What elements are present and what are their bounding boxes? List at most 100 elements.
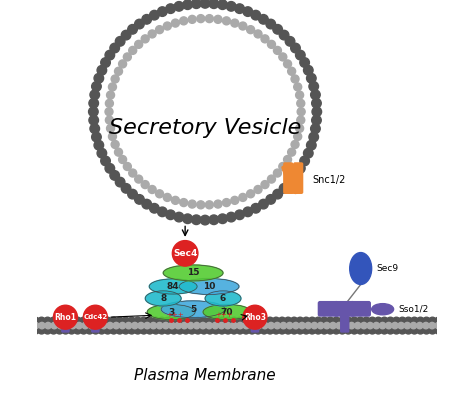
Text: +++: +++	[166, 312, 184, 318]
Circle shape	[144, 322, 150, 329]
Circle shape	[76, 322, 82, 329]
Circle shape	[44, 326, 52, 334]
Circle shape	[273, 169, 282, 177]
Circle shape	[80, 326, 88, 334]
Circle shape	[222, 17, 230, 25]
Circle shape	[128, 24, 137, 34]
Circle shape	[32, 326, 39, 334]
Text: +++: +++	[215, 312, 233, 318]
Circle shape	[118, 60, 127, 68]
Circle shape	[279, 53, 287, 61]
Circle shape	[242, 326, 250, 334]
Circle shape	[398, 317, 406, 325]
Circle shape	[272, 317, 280, 325]
Circle shape	[410, 317, 419, 325]
Circle shape	[182, 317, 190, 325]
Circle shape	[57, 322, 64, 329]
Circle shape	[429, 322, 435, 329]
Circle shape	[368, 317, 376, 325]
Circle shape	[157, 207, 167, 217]
Circle shape	[191, 0, 201, 8]
FancyBboxPatch shape	[288, 164, 301, 194]
Circle shape	[231, 322, 237, 329]
Circle shape	[285, 37, 295, 46]
Circle shape	[129, 46, 137, 54]
FancyBboxPatch shape	[294, 163, 302, 193]
Circle shape	[164, 317, 172, 325]
Circle shape	[88, 322, 95, 329]
Circle shape	[239, 22, 247, 30]
Circle shape	[68, 317, 76, 325]
Circle shape	[285, 177, 295, 187]
Circle shape	[156, 322, 163, 329]
Circle shape	[140, 317, 148, 325]
Circle shape	[107, 91, 115, 99]
Circle shape	[27, 322, 33, 329]
Circle shape	[146, 326, 154, 334]
Circle shape	[249, 322, 255, 329]
Circle shape	[344, 326, 352, 334]
Circle shape	[296, 317, 304, 325]
Circle shape	[33, 322, 39, 329]
Text: 84: 84	[167, 282, 180, 291]
FancyBboxPatch shape	[334, 302, 354, 316]
Ellipse shape	[161, 301, 225, 318]
Circle shape	[183, 0, 192, 10]
Circle shape	[386, 317, 394, 325]
Circle shape	[105, 99, 113, 107]
Circle shape	[135, 195, 144, 204]
Circle shape	[224, 317, 232, 325]
Circle shape	[55, 317, 64, 325]
Circle shape	[423, 322, 429, 329]
Circle shape	[260, 317, 268, 325]
Circle shape	[122, 317, 130, 325]
Circle shape	[254, 186, 262, 194]
Circle shape	[392, 326, 401, 334]
Circle shape	[94, 140, 104, 150]
Circle shape	[224, 326, 232, 334]
Circle shape	[283, 60, 292, 68]
Circle shape	[230, 317, 238, 325]
Circle shape	[227, 212, 236, 222]
Circle shape	[288, 148, 296, 156]
FancyBboxPatch shape	[92, 323, 99, 332]
Circle shape	[126, 322, 132, 329]
Circle shape	[218, 0, 228, 10]
Circle shape	[148, 186, 156, 194]
Circle shape	[356, 326, 365, 334]
Circle shape	[105, 108, 113, 116]
Circle shape	[230, 326, 238, 334]
Circle shape	[140, 326, 148, 334]
Circle shape	[206, 326, 214, 334]
Circle shape	[312, 107, 321, 117]
Circle shape	[284, 317, 292, 325]
Circle shape	[97, 65, 107, 75]
Circle shape	[307, 73, 316, 83]
Circle shape	[194, 326, 202, 334]
FancyBboxPatch shape	[251, 323, 258, 332]
Circle shape	[219, 322, 225, 329]
Circle shape	[214, 16, 222, 24]
Circle shape	[170, 317, 178, 325]
Text: Plasma Membrane: Plasma Membrane	[134, 367, 276, 383]
Circle shape	[273, 190, 283, 199]
Circle shape	[164, 22, 171, 30]
Circle shape	[134, 326, 142, 334]
Circle shape	[235, 4, 245, 14]
Circle shape	[39, 322, 45, 329]
Circle shape	[428, 317, 437, 325]
Circle shape	[373, 322, 380, 329]
Circle shape	[261, 181, 269, 189]
Circle shape	[279, 162, 287, 170]
Circle shape	[239, 194, 247, 201]
Circle shape	[417, 322, 423, 329]
Circle shape	[115, 177, 125, 187]
Circle shape	[435, 322, 441, 329]
Circle shape	[191, 215, 201, 225]
Circle shape	[181, 322, 188, 329]
Text: Sso1/2: Sso1/2	[399, 305, 429, 314]
Circle shape	[141, 35, 149, 43]
Circle shape	[128, 190, 137, 199]
Circle shape	[283, 156, 292, 164]
Circle shape	[222, 199, 230, 207]
